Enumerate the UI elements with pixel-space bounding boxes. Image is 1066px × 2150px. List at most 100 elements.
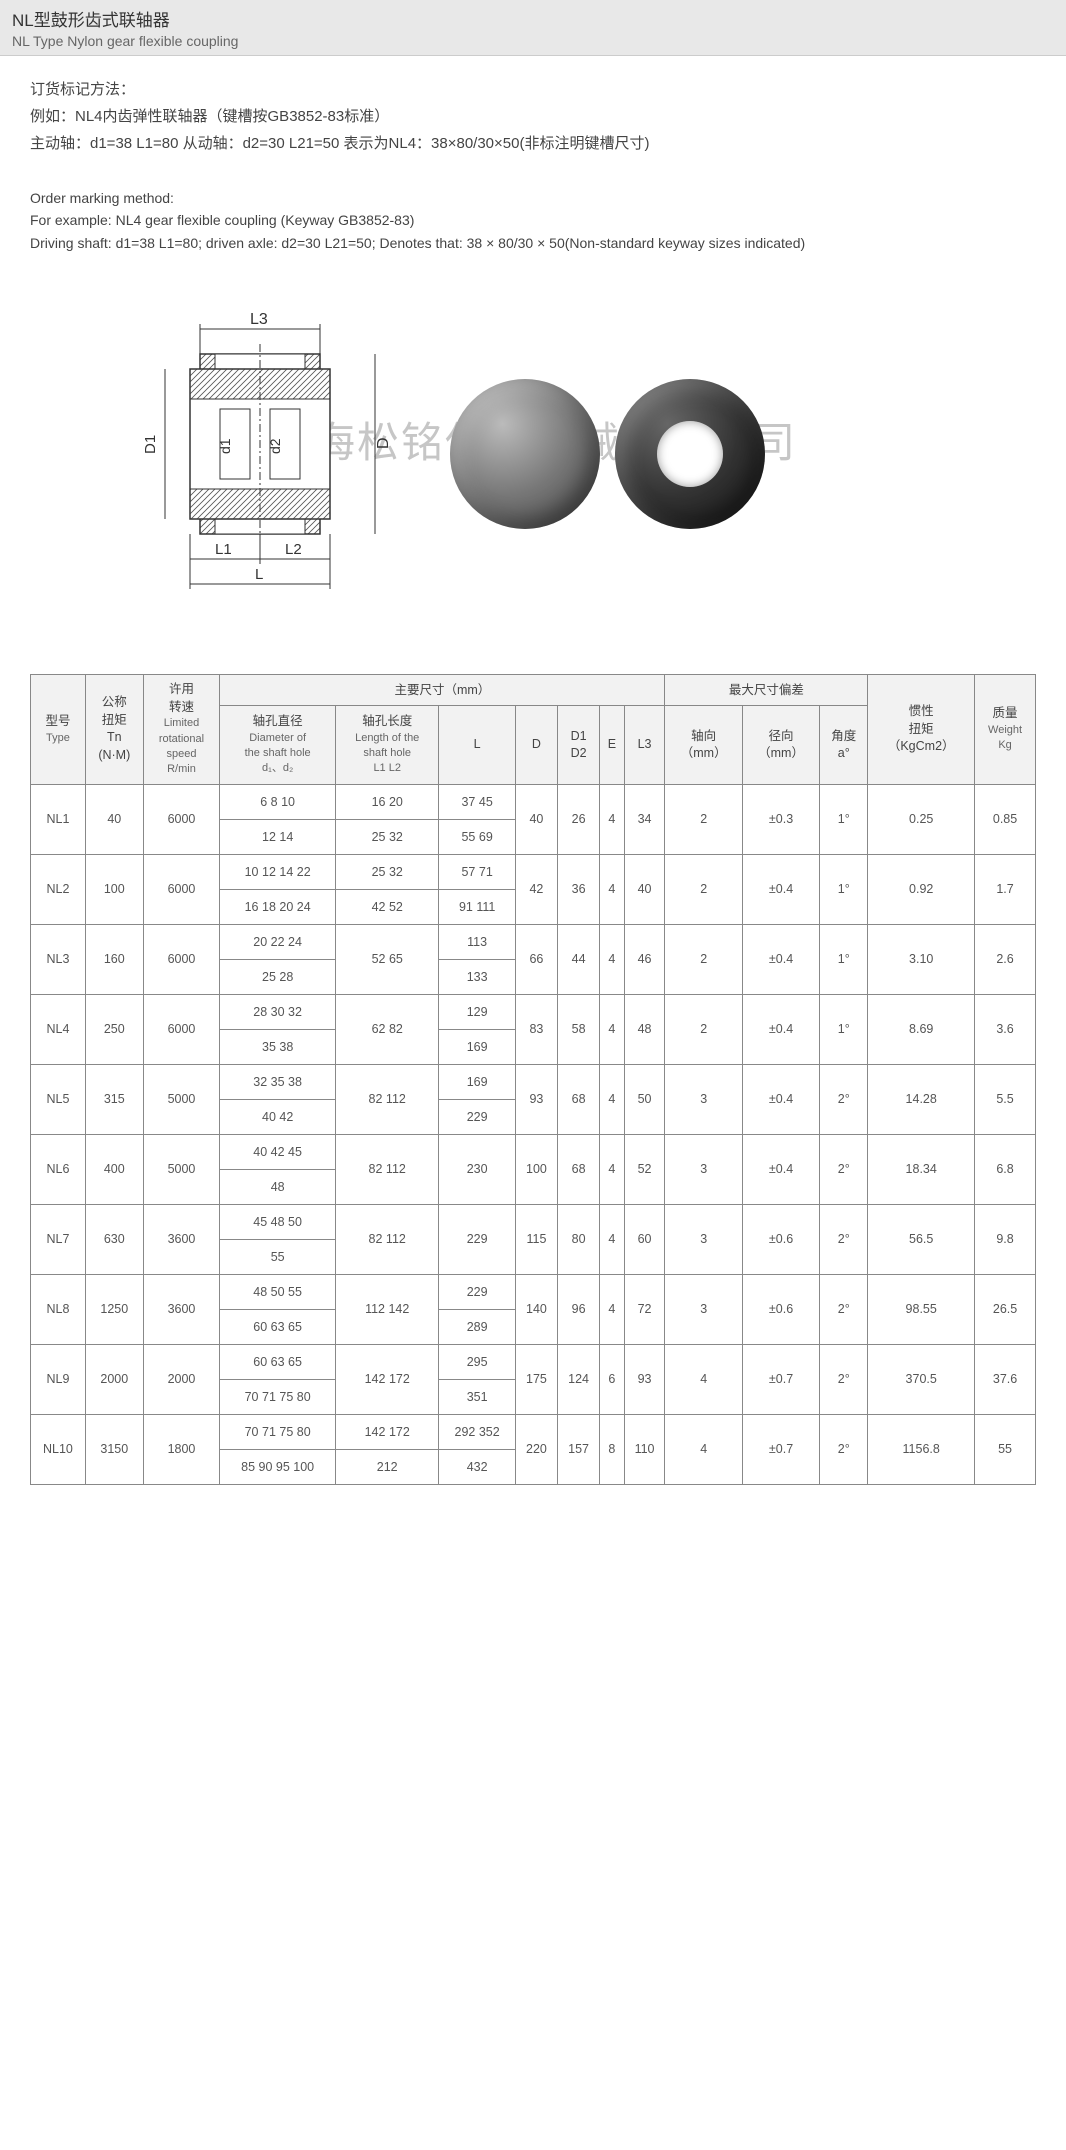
cell-shaft-len: 42 52	[336, 889, 439, 924]
cell-speed: 6000	[143, 994, 220, 1064]
diagram-area: 上海松铭传动机械有限公司	[30, 294, 1036, 614]
cell-D: 93	[515, 1064, 557, 1134]
cell-shaft-dia: 45 48 50	[220, 1204, 336, 1239]
cell-weight: 3.6	[975, 994, 1036, 1064]
svg-text:L3: L3	[250, 311, 268, 328]
cell-type: NL2	[31, 854, 86, 924]
cell-radial: ±0.4	[742, 1064, 819, 1134]
col-weight: 质量 Weight Kg	[975, 675, 1036, 785]
col-speed: 许用 转速 Limited rotational speed R/min	[143, 675, 220, 785]
table-row: NL9 2000 2000 60 63 65 142 172 295 175 1…	[31, 1344, 1036, 1379]
cell-speed: 5000	[143, 1134, 220, 1204]
cell-L: 289	[439, 1309, 515, 1344]
cell-D1D2: 36	[558, 854, 600, 924]
cell-L: 37 45	[439, 784, 515, 819]
cell-L: 113	[439, 924, 515, 959]
cell-angle: 2°	[820, 1204, 868, 1274]
cell-shaft-dia: 12 14	[220, 819, 336, 854]
cell-axial: 2	[665, 994, 742, 1064]
cell-shaft-len: 25 32	[336, 854, 439, 889]
cell-L: 133	[439, 959, 515, 994]
title-bar: NL型鼓形齿式联轴器 NL Type Nylon gear flexible c…	[0, 0, 1066, 56]
cell-E: 4	[600, 1204, 624, 1274]
cell-shaft-dia: 20 22 24	[220, 924, 336, 959]
order-marking-chinese: 订货标记方法： 例如：NL4内齿弹性联轴器（键槽按GB3852-83标准） 主动…	[30, 76, 1036, 157]
cell-L3: 40	[624, 854, 665, 924]
order-marking-english: Order marking method: For example: NL4 g…	[30, 187, 1036, 254]
col-E: E	[600, 706, 624, 784]
cell-inertia: 0.92	[868, 854, 975, 924]
cell-type: NL1	[31, 784, 86, 854]
cell-type: NL8	[31, 1274, 86, 1344]
cell-type: NL9	[31, 1344, 86, 1414]
cell-D1D2: 80	[558, 1204, 600, 1274]
cell-L: 229	[439, 1204, 515, 1274]
cell-D: 42	[515, 854, 557, 924]
cell-type: NL6	[31, 1134, 86, 1204]
table-row: NL2 100 6000 10 12 14 22 25 32 57 71 42 …	[31, 854, 1036, 889]
cell-shaft-dia: 35 38	[220, 1029, 336, 1064]
cell-L: 229	[439, 1274, 515, 1309]
cell-inertia: 0.25	[868, 784, 975, 854]
cell-D1D2: 157	[558, 1414, 600, 1484]
marking-cn-line3: 主动轴：d1=38 L1=80 从动轴：d2=30 L21=50 表示为NL4：…	[30, 130, 1036, 157]
cell-shaft-len: 212	[336, 1449, 439, 1484]
cell-shaft-dia: 60 63 65	[220, 1309, 336, 1344]
cell-radial: ±0.3	[742, 784, 819, 854]
table-row: NL4 250 6000 28 30 32 62 82 129 83 58 4 …	[31, 994, 1036, 1029]
cell-D: 40	[515, 784, 557, 854]
cell-L: 351	[439, 1379, 515, 1414]
cell-L3: 110	[624, 1414, 665, 1484]
col-main-dimensions: 主要尺寸（mm）	[220, 675, 665, 706]
cell-D: 140	[515, 1274, 557, 1344]
cell-L: 295	[439, 1344, 515, 1379]
cell-angle: 1°	[820, 854, 868, 924]
marking-cn-line1: 订货标记方法：	[30, 76, 1036, 103]
cell-weight: 2.6	[975, 924, 1036, 994]
cell-type: NL10	[31, 1414, 86, 1484]
svg-text:L2: L2	[285, 541, 302, 558]
cell-shaft-dia: 70 71 75 80	[220, 1379, 336, 1414]
title-english: NL Type Nylon gear flexible coupling	[12, 33, 1054, 49]
cell-weight: 9.8	[975, 1204, 1036, 1274]
cell-D1D2: 58	[558, 994, 600, 1064]
svg-text:d2: d2	[267, 438, 283, 454]
cell-shaft-len: 112 142	[336, 1274, 439, 1344]
cell-shaft-dia: 25 28	[220, 959, 336, 994]
cell-radial: ±0.4	[742, 924, 819, 994]
cell-shaft-len: 82 112	[336, 1064, 439, 1134]
col-L3: L3	[624, 706, 665, 784]
cell-radial: ±0.4	[742, 994, 819, 1064]
cell-shaft-dia: 32 35 38	[220, 1064, 336, 1099]
cell-D1D2: 96	[558, 1274, 600, 1344]
cell-speed: 3600	[143, 1204, 220, 1274]
cell-speed: 5000	[143, 1064, 220, 1134]
cell-radial: ±0.4	[742, 1134, 819, 1204]
cell-L: 129	[439, 994, 515, 1029]
cell-torque: 160	[85, 924, 143, 994]
cell-weight: 55	[975, 1414, 1036, 1484]
cell-shaft-dia: 16 18 20 24	[220, 889, 336, 924]
col-type: 型号 Type	[31, 675, 86, 785]
cell-shaft-len: 62 82	[336, 994, 439, 1064]
cell-inertia: 1156.8	[868, 1414, 975, 1484]
table-header: 型号 Type 公称 扭矩 Tn (N·M) 许用 转速 Limited rot…	[31, 675, 1036, 785]
cell-shaft-len: 25 32	[336, 819, 439, 854]
cell-speed: 6000	[143, 784, 220, 854]
cell-shaft-len: 82 112	[336, 1204, 439, 1274]
col-shaft-length: 轴孔长度 Length of the shaft hole L1 L2	[336, 706, 439, 784]
cell-E: 8	[600, 1414, 624, 1484]
col-inertia: 惯性 扭矩 （KgCm2）	[868, 675, 975, 785]
marking-en-line3: Driving shaft: d1=38 L1=80; driven axle:…	[30, 232, 1036, 254]
cell-speed: 1800	[143, 1414, 220, 1484]
svg-text:d1: d1	[217, 438, 233, 454]
cell-type: NL7	[31, 1204, 86, 1274]
cell-angle: 1°	[820, 924, 868, 994]
specification-table: 型号 Type 公称 扭矩 Tn (N·M) 许用 转速 Limited rot…	[30, 674, 1036, 1485]
cell-axial: 2	[665, 784, 742, 854]
cell-L3: 52	[624, 1134, 665, 1204]
cell-E: 4	[600, 854, 624, 924]
cell-shaft-dia: 48 50 55	[220, 1274, 336, 1309]
cell-E: 4	[600, 924, 624, 994]
cell-angle: 2°	[820, 1064, 868, 1134]
